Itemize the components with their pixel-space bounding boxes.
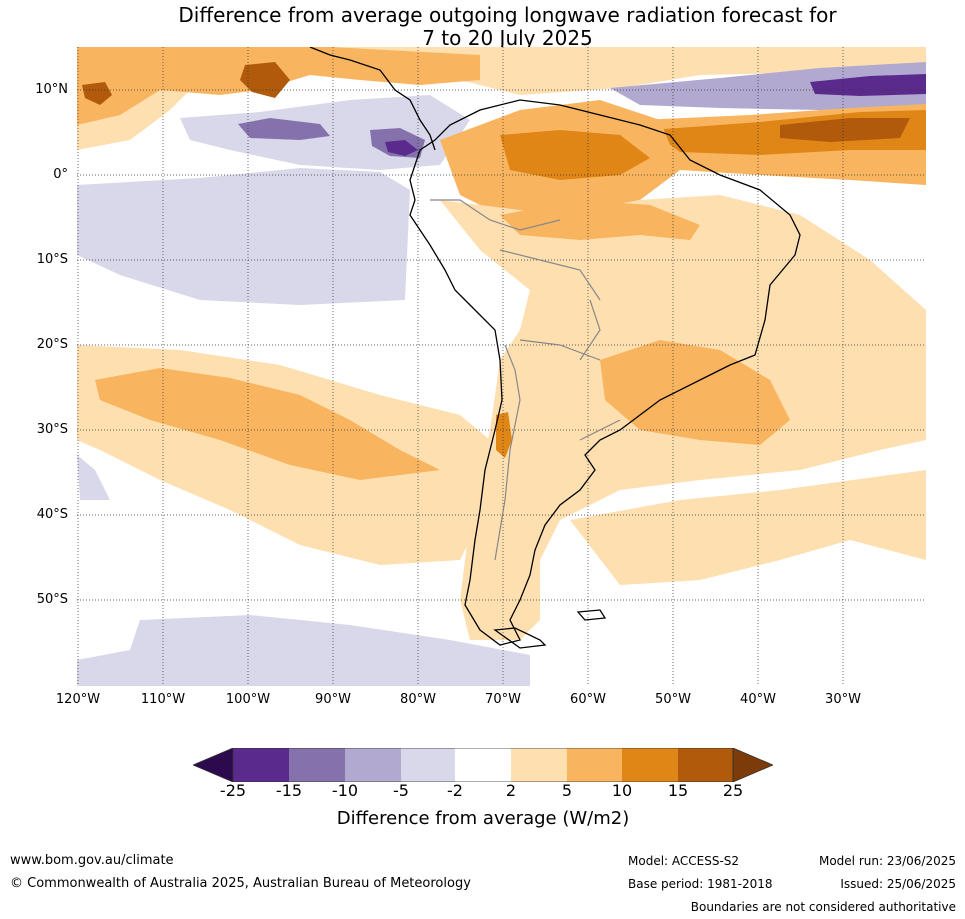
footer-base-period: Base period: 1981-2018 [628,877,773,891]
chile-positive-core [496,412,512,458]
forecast-map [77,47,926,686]
lat-label-40s: 40°S [36,507,68,522]
colorbar-swatch-9 [678,748,733,782]
map-panel [77,47,926,686]
colorbar-min-extend [193,748,234,782]
lon-label-60w: 60°W [570,692,606,707]
atlantic-positive-core [780,118,910,142]
title-line-1: Difference from average outgoing longwav… [178,3,837,27]
footer-issued: Issued: 25/06/2025 [840,877,956,891]
lon-label-80w: 80°W [400,692,436,707]
colorbar-swatch-5 [455,748,511,782]
colorbar-swatch-8 [622,748,678,782]
lat-label-10s: 10°S [36,252,68,267]
tierra-del-fuego [493,627,547,649]
brazil-mid-positive [600,340,790,445]
falklands [576,609,607,621]
north-positive-core [240,62,290,98]
colorbar-swatch-7 [567,748,622,782]
colorbar-tick-3: -10 [331,781,359,800]
lat-label-20s: 20°S [36,337,68,352]
footer-model-run: Model run: 23/06/2025 [818,854,956,868]
north-positive-mid [77,47,480,125]
footer-disclaimer: Boundaries are not considered authoritat… [690,900,956,914]
se-pacific-mid-positive [95,368,440,480]
country-borders [430,199,621,561]
colorbar-outline [232,748,734,782]
south-atlantic-light-positive [570,470,926,585]
title-line-2: 7 to 20 July 2025 [422,26,593,50]
colorbar-tick-10: 25 [722,781,744,800]
lon-label-70w: 70°W [485,692,521,707]
central-america-coastline [309,47,436,151]
lon-label-110w: 110°W [140,692,186,707]
colorbar-tick-9: 15 [667,781,689,800]
colorbar-swatch-4 [401,748,455,782]
colorbar-swatch-1 [233,748,289,782]
colorbar-label: Difference from average (W/m2) [336,808,630,829]
colorbar [193,748,773,782]
atlantic-negative-core [810,74,926,96]
colorbar-swatch-3 [345,748,401,782]
lat-label-0: 0° [53,167,68,182]
colorbar-tick-7: 5 [561,781,573,800]
negative-core-panama-inner [385,140,418,156]
footer-model: Model: ACCESS-S2 [628,854,740,868]
colorbar-tick-2: -15 [275,781,303,800]
lat-label-10n: 10°N [35,82,68,97]
south-negative-patch [77,455,110,500]
lat-label-30s: 30°S [36,422,68,437]
footer-url: www.bom.gov.au/climate [10,853,174,868]
lon-label-50w: 50°W [655,692,691,707]
colorbar-swatch-6 [511,748,567,782]
south-america-coastline [409,99,801,646]
colorbar-tick-6: 2 [505,781,517,800]
colorbar-tick-1: -25 [219,781,247,800]
lon-label-40w: 40°W [740,692,776,707]
lon-label-100w: 100°W [225,692,271,707]
map-gridlines [77,47,926,686]
north-positive-band [77,47,926,150]
lon-label-90w: 90°W [315,692,351,707]
lon-label-120w: 120°W [55,692,101,707]
colorbar-tick-5: -2 [447,781,463,800]
atlantic-negative-band [610,62,926,110]
chart-title: Difference from average outgoing longwav… [0,4,965,50]
north-positive-core-2 [82,82,112,105]
colorbar-tick-4: -5 [393,781,409,800]
colorbar-swatch-2 [289,748,345,782]
footer-copyright: © Commonwealth of Australia 2025, Austra… [10,876,471,891]
far-south-negative [77,615,530,686]
amazon-south-mid [500,200,700,240]
amazon-positive-core [500,130,650,180]
negative-core-pacific [238,118,330,140]
colorbar-tick-8: 10 [611,781,633,800]
lon-label-30w: 30°W [825,692,861,707]
colorbar-max-extend [732,748,773,782]
pacific-negative-band [77,168,410,305]
lat-label-50s: 50°S [36,592,68,607]
